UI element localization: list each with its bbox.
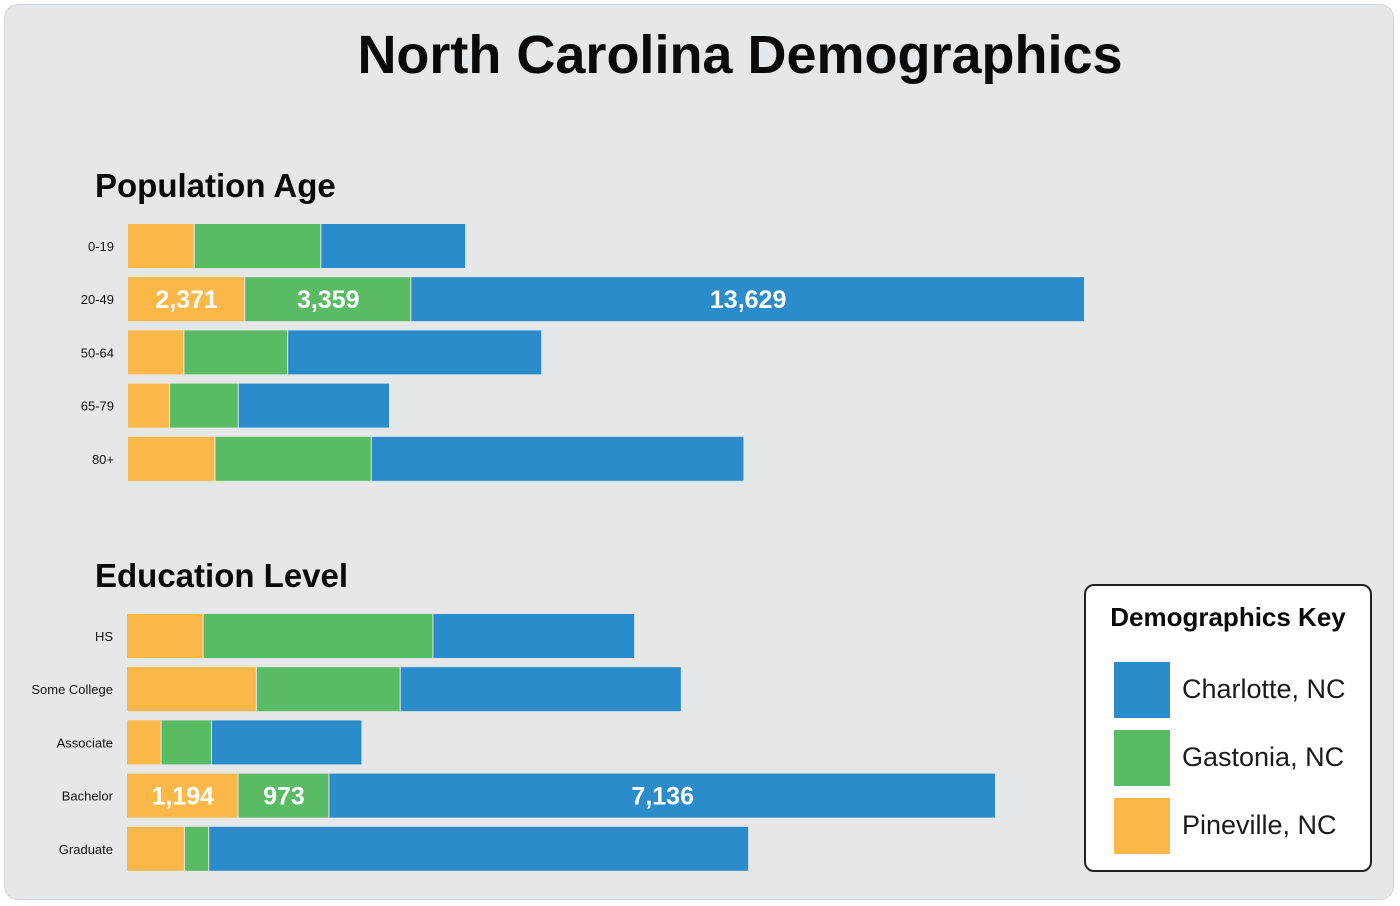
tick-label-associate: Associate: [57, 735, 113, 750]
bar-hs-gastonia-nc: [203, 614, 433, 658]
bar-hs-charlotte-nc: [433, 614, 635, 658]
data-label-bachelor-charlotte-nc: 7,136: [631, 783, 694, 811]
bar-bachelor-pineville-nc: [127, 773, 238, 818]
chart-education-level: HS Some College Associate Bachelor 1,194 973 7…: [31, 614, 996, 871]
bar-some-college-pineville-nc: [127, 667, 256, 712]
data-label-bachelor-gastonia-nc: 973: [263, 783, 305, 811]
population-age-title: Population Age: [95, 167, 336, 204]
bar-20-49-charlotte-nc: [411, 277, 1085, 322]
bar-65-79-gastonia-nc: [170, 383, 238, 428]
bar-0-19-charlotte-nc: [321, 224, 466, 268]
data-label-20-49-pineville-nc: 2,371: [155, 286, 218, 314]
tick-label-0-19: 0-19: [88, 239, 114, 254]
bar-80-pineville-nc: [128, 436, 215, 481]
legend-label-gastonia: Gastonia, NC: [1182, 742, 1345, 772]
tick-label-bachelor: Bachelor: [62, 789, 114, 804]
chart-population-age: 0-19 20-49 2,371 3,359 13,629 50-64 65-79 80+: [81, 224, 1085, 481]
bar-associate-gastonia-nc: [161, 720, 212, 765]
legend-title: Demographics Key: [1110, 602, 1346, 632]
bar-0-19-pineville-nc: [128, 224, 194, 268]
legend-item-gastonia: Gastonia, NC: [1114, 730, 1364, 786]
bar-graduate-charlotte-nc: [209, 826, 749, 871]
data-label-bachelor-pineville-nc: 1,194: [151, 783, 214, 811]
page-title: North Carolina Demographics: [357, 25, 1123, 85]
bar-80-charlotte-nc: [371, 436, 744, 481]
bar-65-79-charlotte-nc: [238, 383, 390, 428]
data-label-20-49-gastonia-nc: 3,359: [297, 286, 360, 314]
legend-label-charlotte: Charlotte, NC: [1182, 674, 1346, 704]
tick-label-graduate: Graduate: [59, 842, 113, 857]
bar-graduate-gastonia-nc: [184, 826, 209, 871]
bar-bachelor-gastonia-nc: [238, 773, 329, 818]
bar-hs-pineville-nc: [127, 614, 203, 658]
bar-50-64-pineville-nc: [128, 330, 184, 375]
bar-associate-charlotte-nc: [212, 720, 362, 765]
bar-20-49-pineville-nc: [128, 277, 245, 322]
bar-bachelor-charlotte-nc: [329, 773, 996, 818]
tick-label-50-64: 50-64: [81, 345, 114, 360]
tick-label-80: 80+: [92, 452, 114, 467]
tick-label-hs: HS: [95, 629, 113, 644]
tick-label-some-college: Some College: [31, 682, 113, 697]
bar-graduate-pineville-nc: [127, 826, 184, 871]
legend-label-pineville: Pineville, NC: [1182, 810, 1337, 840]
bar-80-gastonia-nc: [215, 436, 371, 481]
legend-item-pineville: Pineville, NC: [1114, 798, 1364, 854]
tick-label-65-79: 65-79: [81, 399, 114, 414]
bar-0-19-gastonia-nc: [194, 224, 321, 268]
bar-some-college-gastonia-nc: [256, 667, 400, 712]
bar-associate-pineville-nc: [127, 720, 161, 765]
tick-label-20-49: 20-49: [81, 292, 114, 307]
legend-swatch-charlotte: [1114, 662, 1170, 718]
legend-box: Demographics Key Charlotte, NC Gastonia,…: [1084, 584, 1372, 872]
education-level-title: Education Level: [95, 557, 349, 594]
data-label-20-49-charlotte-nc: 13,629: [710, 286, 786, 314]
bar-65-79-pineville-nc: [128, 383, 170, 428]
bar-50-64-charlotte-nc: [288, 330, 542, 375]
legend-swatch-pineville: [1114, 798, 1170, 854]
bar-20-49-gastonia-nc: [245, 277, 411, 322]
legend-item-charlotte: Charlotte, NC: [1114, 662, 1364, 718]
bar-some-college-charlotte-nc: [400, 667, 681, 712]
legend-swatch-gastonia: [1114, 730, 1170, 786]
bar-50-64-gastonia-nc: [184, 330, 288, 375]
